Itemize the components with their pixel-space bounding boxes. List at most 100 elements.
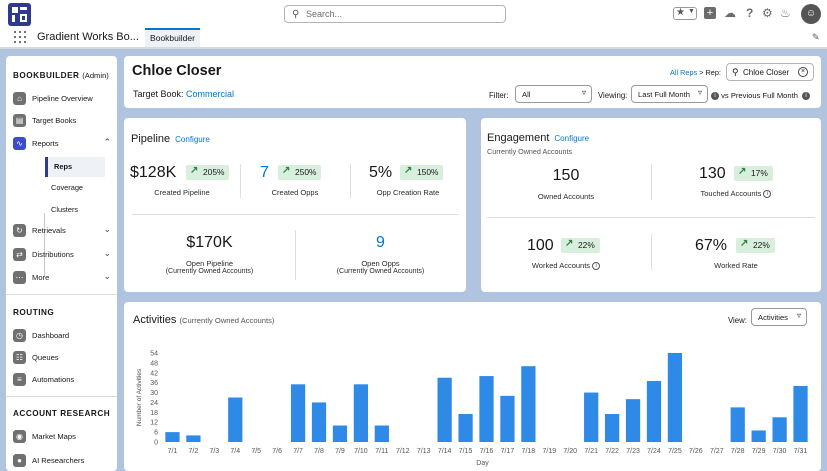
y-tick-label: 42 <box>150 370 158 377</box>
star-icon: ★ <box>676 7 685 18</box>
sidebar-section-routing: ROUTING <box>13 308 55 317</box>
sidebar-item-label: Target Books <box>32 116 77 125</box>
clear-icon[interactable]: × <box>798 67 808 77</box>
rep-search-input[interactable]: ⚲ Chloe Closer × <box>726 63 814 81</box>
dashboard-icon: ◷ <box>13 329 26 342</box>
trailhead-icon[interactable]: ☁ <box>724 6 736 20</box>
owned-accounts-label: Owned Accounts <box>537 192 595 201</box>
favorites-button[interactable]: ★ ▼ <box>673 7 697 20</box>
sidebar-item-market-maps[interactable]: ◉ Market Maps <box>6 427 117 447</box>
sidebar-divider <box>6 396 117 397</box>
sidebar-item-more[interactable]: ⋯ More ⌄ <box>6 268 117 288</box>
arrow-up-right-icon: ↗ <box>565 238 574 249</box>
sidebar-item-automations[interactable]: ≡ Automations <box>6 370 117 390</box>
x-tick-label: 7/22 <box>605 448 619 455</box>
worked-accounts-label-wrap: Worked Accounts i <box>481 261 651 271</box>
all-reps-link[interactable]: All Reps <box>670 68 698 77</box>
chart-bar <box>730 407 745 442</box>
info-icon[interactable]: i <box>592 262 601 271</box>
x-tick-label: 7/6 <box>272 448 282 455</box>
sidebar-item-reports[interactable]: ∿ Reports ⌃ <box>6 134 117 154</box>
app-launcher-icon[interactable] <box>14 31 26 43</box>
sidebar-item-queues[interactable]: ☷ Queues <box>6 348 117 368</box>
info-icon[interactable]: i <box>802 92 811 100</box>
sidebar-subitem-clusters[interactable]: Clusters <box>45 200 105 220</box>
pipeline-configure-link[interactable]: Configure <box>175 135 210 144</box>
sidebar-item-ai-researchers[interactable]: ● AI Researchers <box>6 451 117 471</box>
bell-icon[interactable]: ♨ <box>780 6 791 20</box>
x-tick-label: 7/24 <box>647 448 661 455</box>
created-opps-value[interactable]: 7 <box>260 164 269 181</box>
app-logo[interactable] <box>8 3 31 26</box>
sidebar-subitem-coverage[interactable]: Coverage <box>45 178 105 198</box>
touched-accounts-label-wrap: Touched Accounts i <box>661 189 811 199</box>
chevron-down-icon[interactable]: ⌄ <box>103 248 111 258</box>
target-book-label: Target Book: <box>133 89 184 99</box>
chart-bar <box>667 353 683 442</box>
worked-rate-label: Worked Rate <box>714 261 758 270</box>
chart-bar <box>290 384 306 442</box>
pipeline-title: Pipeline Configure <box>131 133 210 145</box>
y-tick-label: 18 <box>150 410 158 417</box>
view-value: Activities <box>758 313 788 322</box>
activities-title: Activities (Currently Owned Accounts) <box>133 314 274 326</box>
tab-bookbuilder[interactable]: Bookbuilder <box>145 28 200 47</box>
y-tick-label: 30 <box>150 390 158 397</box>
x-tick-label: 7/19 <box>542 448 556 455</box>
help-icon[interactable]: ? <box>746 6 754 20</box>
sidebar-item-label: Retrievals <box>32 226 66 235</box>
app-nav-bar: Gradient Works Bo... Bookbuilder ✎ <box>0 28 827 49</box>
sidebar-item-distributions[interactable]: ⇄ Distributions ⌄ <box>6 245 117 265</box>
opp-creation-rate-label: Opp Creation Rate <box>376 188 440 197</box>
engagement-configure-link[interactable]: Configure <box>554 134 590 143</box>
change-text: 250% <box>295 167 317 177</box>
change-text: 22% <box>578 240 595 250</box>
sidebar-item-target-books[interactable]: ▤ Target Books <box>6 111 117 131</box>
view-select[interactable]: Activities ▿ <box>751 308 807 326</box>
x-tick-label: 7/20 <box>563 448 577 455</box>
sidebar-item-retrievals[interactable]: ↻ Retrievals ⌄ <box>6 221 117 241</box>
x-tick-label: 7/18 <box>522 448 536 455</box>
retrievals-icon: ↻ <box>13 224 26 237</box>
chevron-down-icon[interactable]: ⌄ <box>103 224 111 234</box>
worked-accounts-change: ↗ 22% <box>561 238 600 253</box>
global-actions-icon[interactable]: + <box>704 7 716 19</box>
user-avatar[interactable]: ☺ <box>801 4 821 24</box>
sidebar-divider <box>6 294 117 295</box>
created-pipeline-label: Created Pipeline <box>154 188 210 197</box>
chart-bar <box>751 430 766 442</box>
x-tick-label: 7/27 <box>710 448 724 455</box>
chevron-up-icon[interactable]: ⌃ <box>103 137 111 147</box>
viewing-select[interactable]: Last Full Month ▿ <box>631 85 708 103</box>
touched-accounts-value: 130 <box>699 165 726 182</box>
sidebar-item-pipeline-overview[interactable]: ⌂ Pipeline Overview <box>6 89 117 109</box>
breadcrumb: All Reps > Rep: <box>670 68 721 77</box>
filter-select[interactable]: All ▿ <box>515 85 592 103</box>
open-pipeline-value: $170K <box>186 234 233 251</box>
global-search-input[interactable]: ⚲ Search... <box>284 5 506 23</box>
gear-icon[interactable]: ⚙ <box>762 6 773 20</box>
info-icon[interactable]: i <box>711 92 719 100</box>
info-icon[interactable]: i <box>763 190 772 199</box>
target-book-link[interactable]: Commercial <box>186 89 235 99</box>
x-tick-label: 7/15 <box>459 448 473 455</box>
chevron-down-icon: ▿ <box>581 88 586 97</box>
edit-nav-icon[interactable]: ✎ <box>812 32 820 42</box>
chevron-down-icon: ▼ <box>688 8 695 15</box>
open-opps-value[interactable]: 9 <box>376 234 385 251</box>
x-tick-label: 7/3 <box>209 448 219 455</box>
compare-period: i vs Previous Full Month i <box>711 91 811 100</box>
arrow-up-right-icon: ↗ <box>190 165 199 176</box>
chevron-down-icon[interactable]: ⌄ <box>103 271 111 281</box>
x-tick-label: 7/30 <box>773 448 787 455</box>
change-text: 22% <box>753 240 770 250</box>
target-book: Target Book: Commercial <box>133 89 234 99</box>
chart-bar <box>165 432 180 442</box>
viewing-value: Last Full Month <box>638 90 690 99</box>
x-tick-label: 7/9 <box>335 448 345 455</box>
sidebar-subitem-reps[interactable]: Reps <box>45 157 105 177</box>
sidebar-item-dashboard[interactable]: ◷ Dashboard <box>6 326 117 346</box>
sidebar-item-label: Distributions <box>32 250 74 259</box>
created-opps-change: ↗ 250% <box>278 165 322 180</box>
rep-search-value: Chloe Closer <box>743 68 790 77</box>
